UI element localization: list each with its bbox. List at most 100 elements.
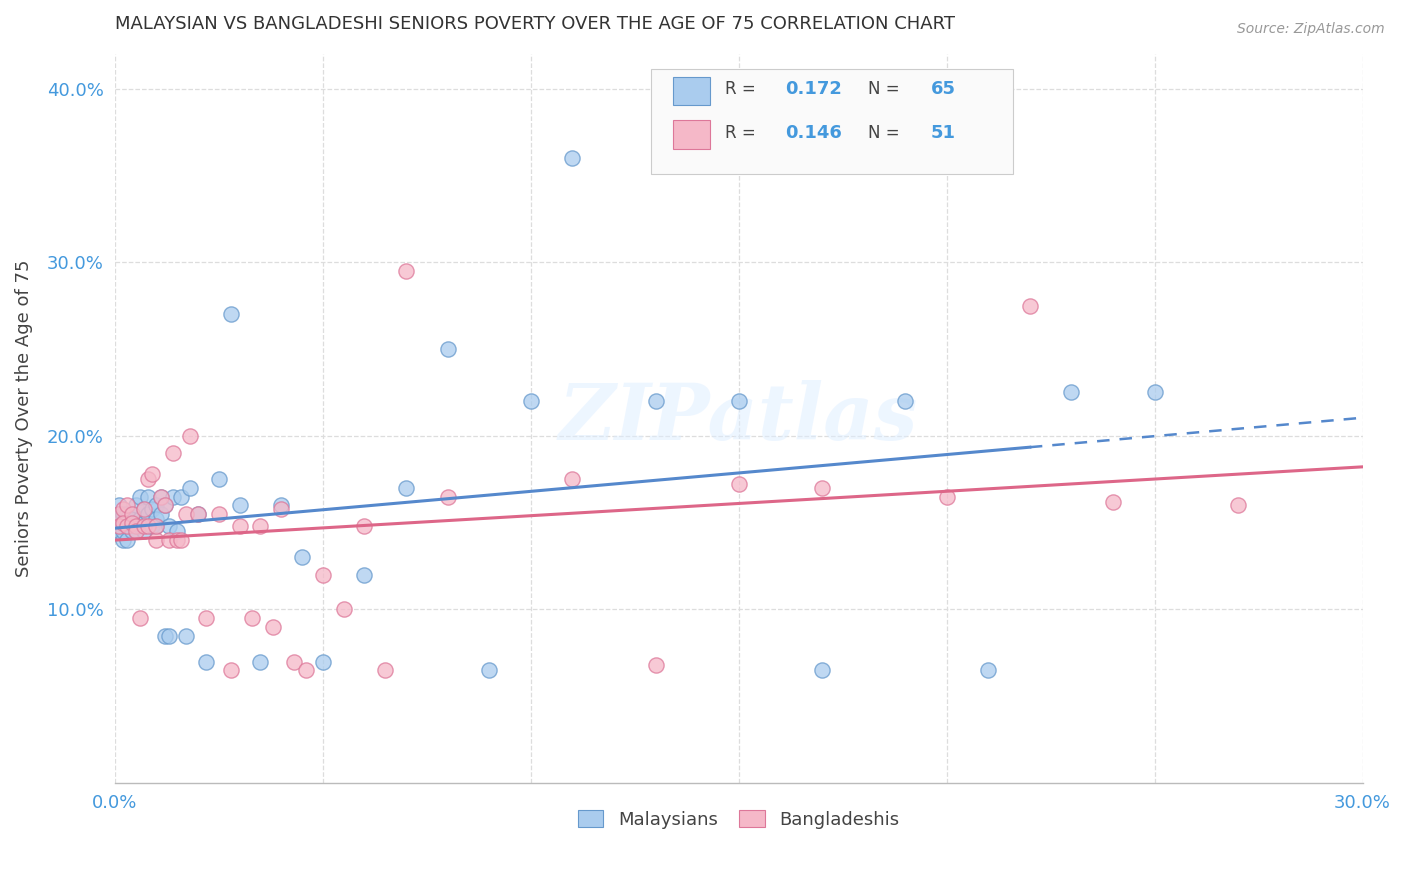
Point xyxy=(136,472,159,486)
Point xyxy=(1060,385,1083,400)
Point xyxy=(174,507,197,521)
Point xyxy=(520,394,543,409)
Point xyxy=(332,602,354,616)
Point xyxy=(436,490,458,504)
Point xyxy=(935,490,957,504)
Point xyxy=(166,533,188,547)
Point xyxy=(108,498,131,512)
Point xyxy=(124,524,146,539)
Point xyxy=(112,533,135,547)
Point xyxy=(561,472,583,486)
Point xyxy=(291,550,314,565)
Point xyxy=(561,151,583,165)
Point xyxy=(295,663,318,677)
Text: 51: 51 xyxy=(931,124,956,142)
Point xyxy=(132,501,155,516)
Text: MALAYSIAN VS BANGLADESHI SENIORS POVERTY OVER THE AGE OF 75 CORRELATION CHART: MALAYSIAN VS BANGLADESHI SENIORS POVERTY… xyxy=(115,15,955,33)
Point xyxy=(228,498,250,512)
Point xyxy=(153,498,176,512)
Point xyxy=(312,655,335,669)
Point xyxy=(162,446,184,460)
Point xyxy=(1102,495,1125,509)
Point xyxy=(112,501,135,516)
Point xyxy=(187,507,209,521)
Point xyxy=(145,519,167,533)
Point xyxy=(894,394,917,409)
Point xyxy=(124,498,146,512)
Point xyxy=(112,516,135,530)
Text: N =: N = xyxy=(869,80,905,98)
Point xyxy=(117,512,139,526)
Point xyxy=(353,567,375,582)
Point xyxy=(195,611,218,625)
Point xyxy=(117,498,139,512)
Point xyxy=(128,519,150,533)
Point xyxy=(208,472,231,486)
Point xyxy=(195,655,218,669)
FancyBboxPatch shape xyxy=(672,120,710,149)
Point xyxy=(108,519,131,533)
Point xyxy=(187,507,209,521)
Point xyxy=(145,498,167,512)
Point xyxy=(132,519,155,533)
Text: R =: R = xyxy=(725,80,761,98)
Point xyxy=(136,507,159,521)
Point xyxy=(121,516,143,530)
Point xyxy=(132,524,155,539)
Point xyxy=(1018,299,1040,313)
Point xyxy=(1226,498,1249,512)
Point xyxy=(262,620,284,634)
Point xyxy=(395,481,418,495)
Point xyxy=(436,342,458,356)
Point xyxy=(644,394,666,409)
Point xyxy=(128,611,150,625)
Point xyxy=(145,519,167,533)
Point xyxy=(117,519,139,533)
FancyBboxPatch shape xyxy=(651,69,1014,174)
Point xyxy=(117,519,139,533)
Point xyxy=(727,477,749,491)
Point xyxy=(395,264,418,278)
Point xyxy=(149,490,172,504)
Point xyxy=(141,519,163,533)
Point xyxy=(153,628,176,642)
Point xyxy=(270,498,292,512)
Point xyxy=(128,512,150,526)
Point xyxy=(157,628,180,642)
Point xyxy=(157,533,180,547)
Point xyxy=(136,519,159,533)
Point xyxy=(141,467,163,481)
Point xyxy=(153,498,176,512)
Point xyxy=(174,628,197,642)
Point xyxy=(162,490,184,504)
Point xyxy=(124,524,146,539)
Point xyxy=(179,481,201,495)
Point xyxy=(112,524,135,539)
Point xyxy=(121,507,143,521)
Point xyxy=(977,663,1000,677)
Point xyxy=(124,519,146,533)
Point xyxy=(108,507,131,521)
Point xyxy=(128,490,150,504)
Point xyxy=(117,507,139,521)
Point xyxy=(170,533,193,547)
Text: 0.146: 0.146 xyxy=(785,124,842,142)
Point xyxy=(221,663,243,677)
Point xyxy=(478,663,501,677)
Y-axis label: Seniors Poverty Over the Age of 75: Seniors Poverty Over the Age of 75 xyxy=(15,260,32,577)
Point xyxy=(644,658,666,673)
Point xyxy=(108,524,131,539)
Point xyxy=(149,490,172,504)
Point xyxy=(374,663,396,677)
FancyBboxPatch shape xyxy=(672,77,710,105)
Point xyxy=(312,567,335,582)
Point xyxy=(112,516,135,530)
Text: 65: 65 xyxy=(931,80,956,98)
Point xyxy=(249,655,271,669)
Point xyxy=(727,394,749,409)
Point xyxy=(270,501,292,516)
Point xyxy=(121,507,143,521)
Point xyxy=(1143,385,1166,400)
Point xyxy=(145,533,167,547)
Point xyxy=(112,507,135,521)
